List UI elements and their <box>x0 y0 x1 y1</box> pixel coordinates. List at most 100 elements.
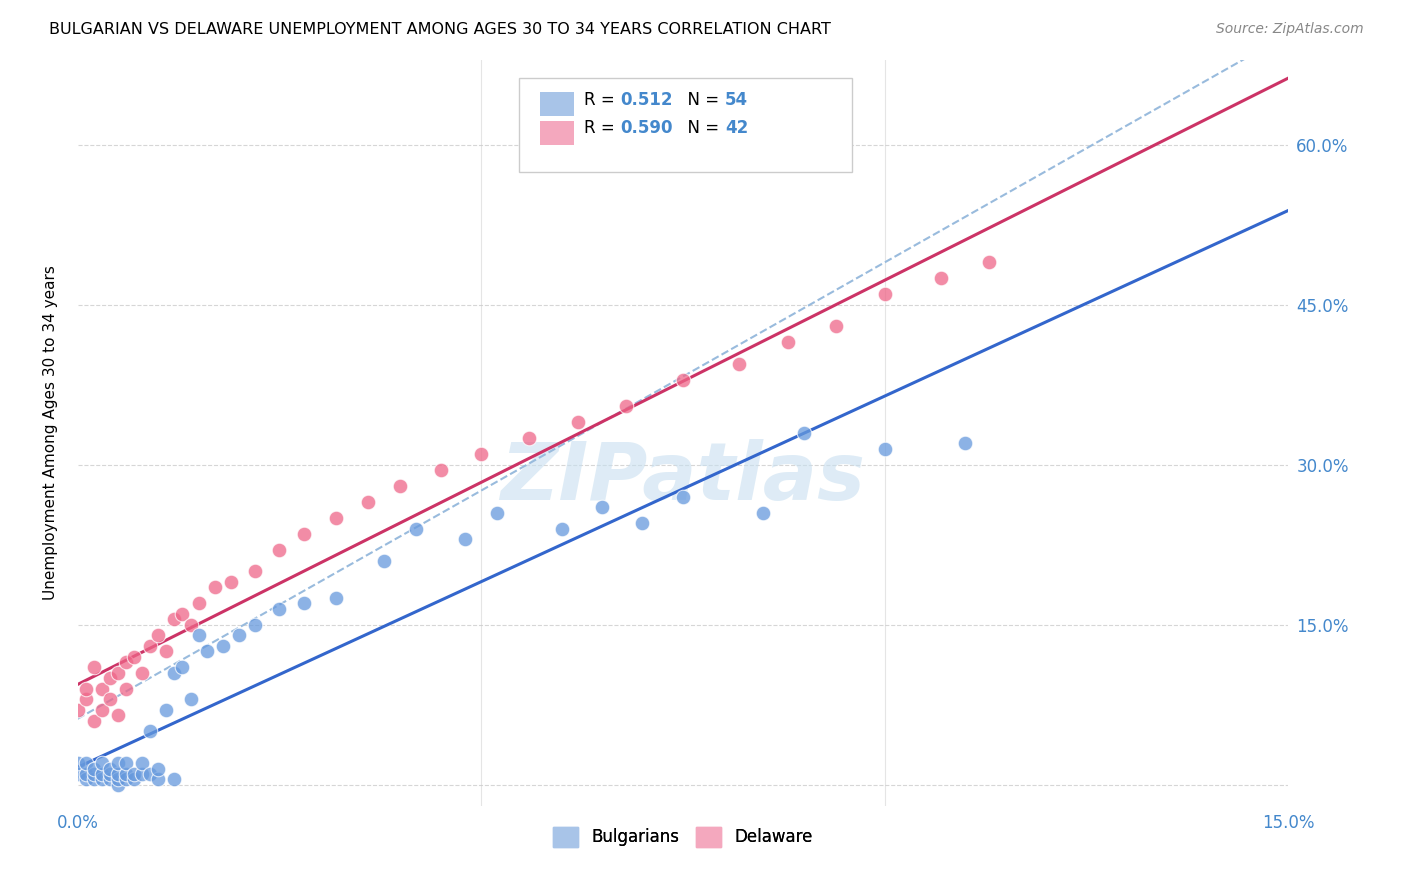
Point <box>211 639 233 653</box>
Point <box>139 639 162 653</box>
Point <box>83 714 105 728</box>
Point <box>131 665 153 680</box>
Point <box>204 581 226 595</box>
Point <box>793 425 815 440</box>
Point <box>115 655 138 669</box>
Point <box>107 772 129 787</box>
Point <box>148 762 170 776</box>
Point <box>180 617 202 632</box>
Point <box>357 495 380 509</box>
Point <box>825 319 848 334</box>
Text: Source: ZipAtlas.com: Source: ZipAtlas.com <box>1216 22 1364 37</box>
Point <box>187 597 209 611</box>
Point <box>325 591 347 606</box>
Point <box>107 756 129 771</box>
Point <box>292 527 315 541</box>
Point <box>122 649 145 664</box>
Point <box>752 506 775 520</box>
Point <box>98 762 121 776</box>
FancyBboxPatch shape <box>519 78 852 171</box>
Point <box>98 772 121 787</box>
Point <box>172 607 194 621</box>
Text: 54: 54 <box>725 91 748 109</box>
Legend: Bulgarians, Delaware: Bulgarians, Delaware <box>547 820 820 854</box>
Point <box>148 772 170 787</box>
FancyBboxPatch shape <box>540 93 574 116</box>
Point <box>979 255 1001 269</box>
Point <box>83 772 105 787</box>
Point <box>139 767 162 781</box>
Point <box>115 756 138 771</box>
Point <box>90 772 112 787</box>
Point <box>131 756 153 771</box>
Text: R =: R = <box>583 120 620 137</box>
Point <box>219 575 242 590</box>
Y-axis label: Unemployment Among Ages 30 to 34 years: Unemployment Among Ages 30 to 34 years <box>44 266 58 600</box>
Point <box>728 357 751 371</box>
Point <box>180 692 202 706</box>
Point <box>107 708 129 723</box>
Point <box>873 287 896 301</box>
Point <box>454 533 477 547</box>
Text: N =: N = <box>676 120 724 137</box>
Point <box>90 767 112 781</box>
Point <box>90 681 112 696</box>
Point <box>429 463 451 477</box>
Point <box>122 772 145 787</box>
Point <box>98 767 121 781</box>
Point <box>163 772 186 787</box>
Point <box>187 628 209 642</box>
Point <box>776 335 799 350</box>
Point <box>90 756 112 771</box>
Point <box>325 511 347 525</box>
Point <box>66 756 89 771</box>
Point <box>66 767 89 781</box>
Point <box>228 628 250 642</box>
Point <box>75 681 97 696</box>
Point <box>90 703 112 717</box>
Point <box>953 436 976 450</box>
FancyBboxPatch shape <box>540 120 574 145</box>
Point <box>614 399 637 413</box>
Point <box>292 597 315 611</box>
Point <box>672 372 695 386</box>
Point <box>75 692 97 706</box>
Point <box>195 644 218 658</box>
Point <box>107 778 129 792</box>
Point <box>131 767 153 781</box>
Point <box>163 665 186 680</box>
Point <box>243 565 266 579</box>
Point <box>551 522 574 536</box>
Point <box>519 431 541 445</box>
Point <box>115 681 138 696</box>
Point <box>83 767 105 781</box>
Point <box>148 628 170 642</box>
Point <box>470 447 492 461</box>
Point <box>83 660 105 674</box>
Point <box>389 479 412 493</box>
Point <box>373 554 395 568</box>
Point <box>155 703 177 717</box>
Point <box>115 772 138 787</box>
Point <box>66 703 89 717</box>
Point <box>75 767 97 781</box>
Point <box>269 601 291 615</box>
Text: 42: 42 <box>725 120 748 137</box>
Text: N =: N = <box>676 91 724 109</box>
Point <box>672 490 695 504</box>
Point <box>122 767 145 781</box>
Point <box>98 671 121 685</box>
Point <box>405 522 427 536</box>
Point <box>155 644 177 658</box>
Point <box>243 617 266 632</box>
Point <box>631 516 654 531</box>
Point <box>75 772 97 787</box>
Text: R =: R = <box>583 91 620 109</box>
Text: BULGARIAN VS DELAWARE UNEMPLOYMENT AMONG AGES 30 TO 34 YEARS CORRELATION CHART: BULGARIAN VS DELAWARE UNEMPLOYMENT AMONG… <box>49 22 831 37</box>
Point <box>83 762 105 776</box>
Point <box>873 442 896 456</box>
Point <box>591 500 613 515</box>
Point <box>107 767 129 781</box>
Point <box>139 724 162 739</box>
Point <box>567 415 589 429</box>
